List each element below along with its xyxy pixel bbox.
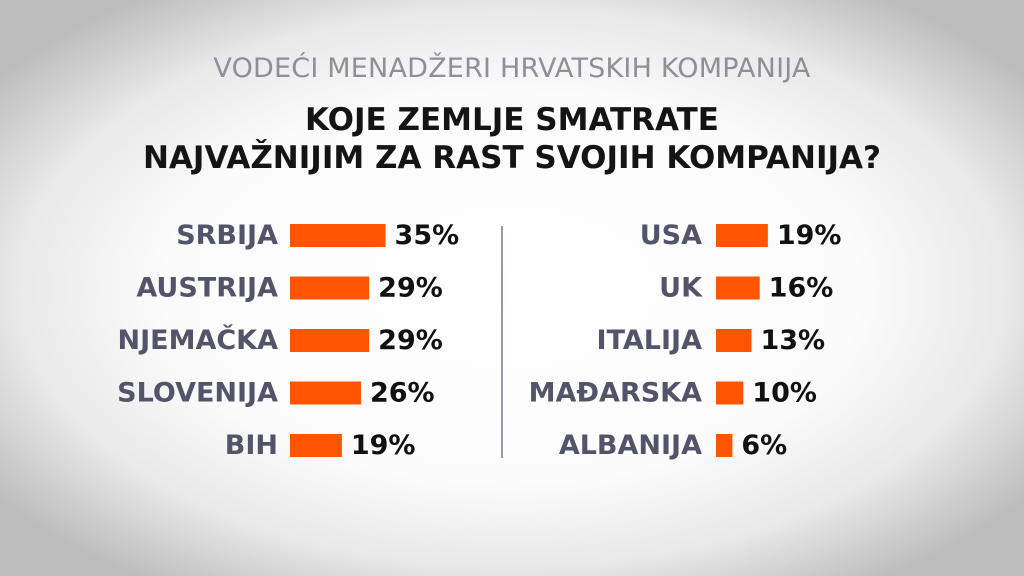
chart-title-line-2: NAJVAŽNIJIM ZA RAST SVOJIH KOMPANIJA? [142, 140, 882, 176]
value-label-uk: 16% [769, 273, 834, 304]
value-label-madarska: 10% [752, 378, 817, 409]
bar-italija [716, 329, 752, 352]
category-label-italija: ITALIJA [597, 325, 703, 356]
value-label-njemacka: 29% [378, 325, 443, 356]
bar-usa [716, 224, 768, 247]
chart-subtitle: VODEĆI MENADŽERI HRVATSKIH KOMPANIJA [213, 53, 811, 84]
value-label-albanija: 6% [741, 430, 787, 461]
bar-njemacka [290, 329, 370, 352]
bar-srbija [290, 224, 386, 247]
category-label-njemacka: NJEMAČKA [118, 324, 279, 356]
value-label-austrija: 29% [378, 273, 443, 304]
value-label-slovenija: 26% [370, 378, 435, 409]
chart-title-line-1: KOJE ZEMLJE SMATRATE [305, 102, 719, 138]
category-label-usa: USA [640, 220, 702, 251]
category-label-madarska: MAĐARSKA [529, 378, 702, 409]
value-label-bih: 19% [351, 430, 416, 461]
category-label-slovenija: SLOVENIJA [117, 378, 278, 409]
bar-austrija [290, 276, 370, 300]
value-label-srbija: 35% [395, 220, 460, 251]
value-label-usa: 19% [777, 220, 842, 251]
category-label-austrija: AUSTRIJA [136, 273, 278, 304]
chart-title: KOJE ZEMLJE SMATRATE NAJVAŽNIJIM ZA RAST… [0, 101, 1024, 177]
bar-uk [716, 276, 760, 300]
category-label-bih: BIH [225, 430, 278, 461]
value-label-italija: 13% [760, 325, 825, 356]
bar-slovenija [290, 381, 361, 405]
bar-bih [290, 434, 342, 457]
category-label-albanija: ALBANIJA [559, 430, 702, 461]
category-label-srbija: SRBIJA [176, 220, 278, 251]
bar-madarska [716, 381, 744, 405]
category-label-uk: UK [659, 273, 703, 304]
bar-albanija [716, 434, 733, 457]
